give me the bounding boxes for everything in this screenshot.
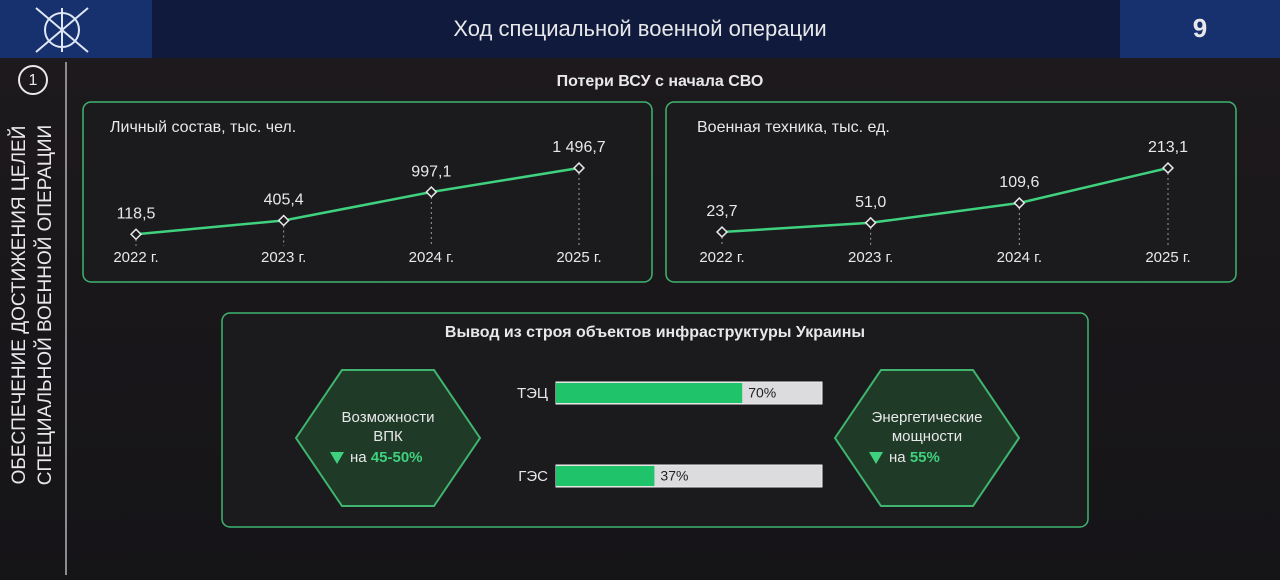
chart-title: Вывод из строя объектов инфраструктуры У… <box>445 324 865 341</box>
sidebar-line: СПЕЦИАЛЬНОЙ ВОЕННОЙ ОПЕРАЦИИ <box>34 125 56 485</box>
logo <box>35 7 89 53</box>
page-number: 9 <box>1193 13 1207 43</box>
value-label: 51,0 <box>855 194 886 211</box>
hexagon <box>294 369 482 507</box>
x-tick-label: 2024 г. <box>409 249 454 266</box>
x-tick-label: 2023 г. <box>848 249 893 266</box>
line <box>135 166 580 236</box>
value-label: 405,4 <box>264 192 304 209</box>
line <box>721 166 1169 234</box>
section-title: Потери ВСУ с начала СВО <box>557 73 764 90</box>
page-box <box>1120 0 1280 58</box>
change-value: 55% <box>910 449 940 466</box>
value-label: 23,7 <box>706 203 737 220</box>
hexagon-text: Энергетические <box>872 409 983 426</box>
sidebar-number: 1 <box>29 72 38 89</box>
category-label: ГЭС <box>518 468 548 485</box>
header-bar <box>0 0 1280 58</box>
value-label: 213,1 <box>1148 139 1188 156</box>
x-tick-label: 2023 г. <box>261 249 306 266</box>
point <box>425 186 438 199</box>
chart-title: Военная техника, тыс. ед. <box>697 119 890 136</box>
point <box>864 216 877 229</box>
value-label: 70% <box>748 385 776 401</box>
point <box>129 228 143 241</box>
x-tick-label: 2022 г. <box>113 249 158 266</box>
point <box>1161 161 1175 175</box>
hexagon-text: Возможности <box>342 409 435 426</box>
sidebar-line: ОБЕСПЕЧЕНИЕ ДОСТИЖЕНИЯ ЦЕЛЕЙ <box>8 126 30 485</box>
point <box>715 225 729 239</box>
logo-box <box>0 0 152 58</box>
value-label: 109,6 <box>999 174 1039 191</box>
hexagon-change: на 55% <box>889 449 940 466</box>
x-tick-label: 2025 г. <box>556 249 601 266</box>
point <box>277 214 290 227</box>
hexagon-text: ВПК <box>373 428 403 445</box>
value-label: 37% <box>660 468 688 484</box>
change-prefix: на <box>350 449 367 466</box>
panel <box>665 101 1237 283</box>
down-arrow <box>330 452 344 464</box>
change-value: 45-50% <box>371 449 423 466</box>
bar <box>556 466 655 486</box>
value-label: 1 496,7 <box>552 139 605 156</box>
x-tick-label: 2025 г. <box>1145 249 1190 266</box>
hexagon-text: мощности <box>892 428 962 445</box>
value-label: 118,5 <box>117 206 156 223</box>
hexagon-change: на 45-50% <box>350 449 423 466</box>
bar <box>556 383 743 403</box>
change-prefix: на <box>889 449 906 466</box>
hexagon <box>833 369 1021 507</box>
header-title: Ход специальной военной операции <box>453 16 826 41</box>
chart-title: Личный состав, тыс. чел. <box>110 119 296 136</box>
value-label: 997,1 <box>411 163 451 180</box>
panel <box>82 101 653 283</box>
point <box>1013 196 1026 209</box>
x-tick-label: 2022 г. <box>699 249 744 266</box>
point <box>572 161 586 175</box>
sidebar-circle <box>18 65 48 95</box>
down-arrow <box>869 452 883 464</box>
x-tick-label: 2024 г. <box>997 249 1042 266</box>
category-label: ТЭЦ <box>517 385 548 402</box>
